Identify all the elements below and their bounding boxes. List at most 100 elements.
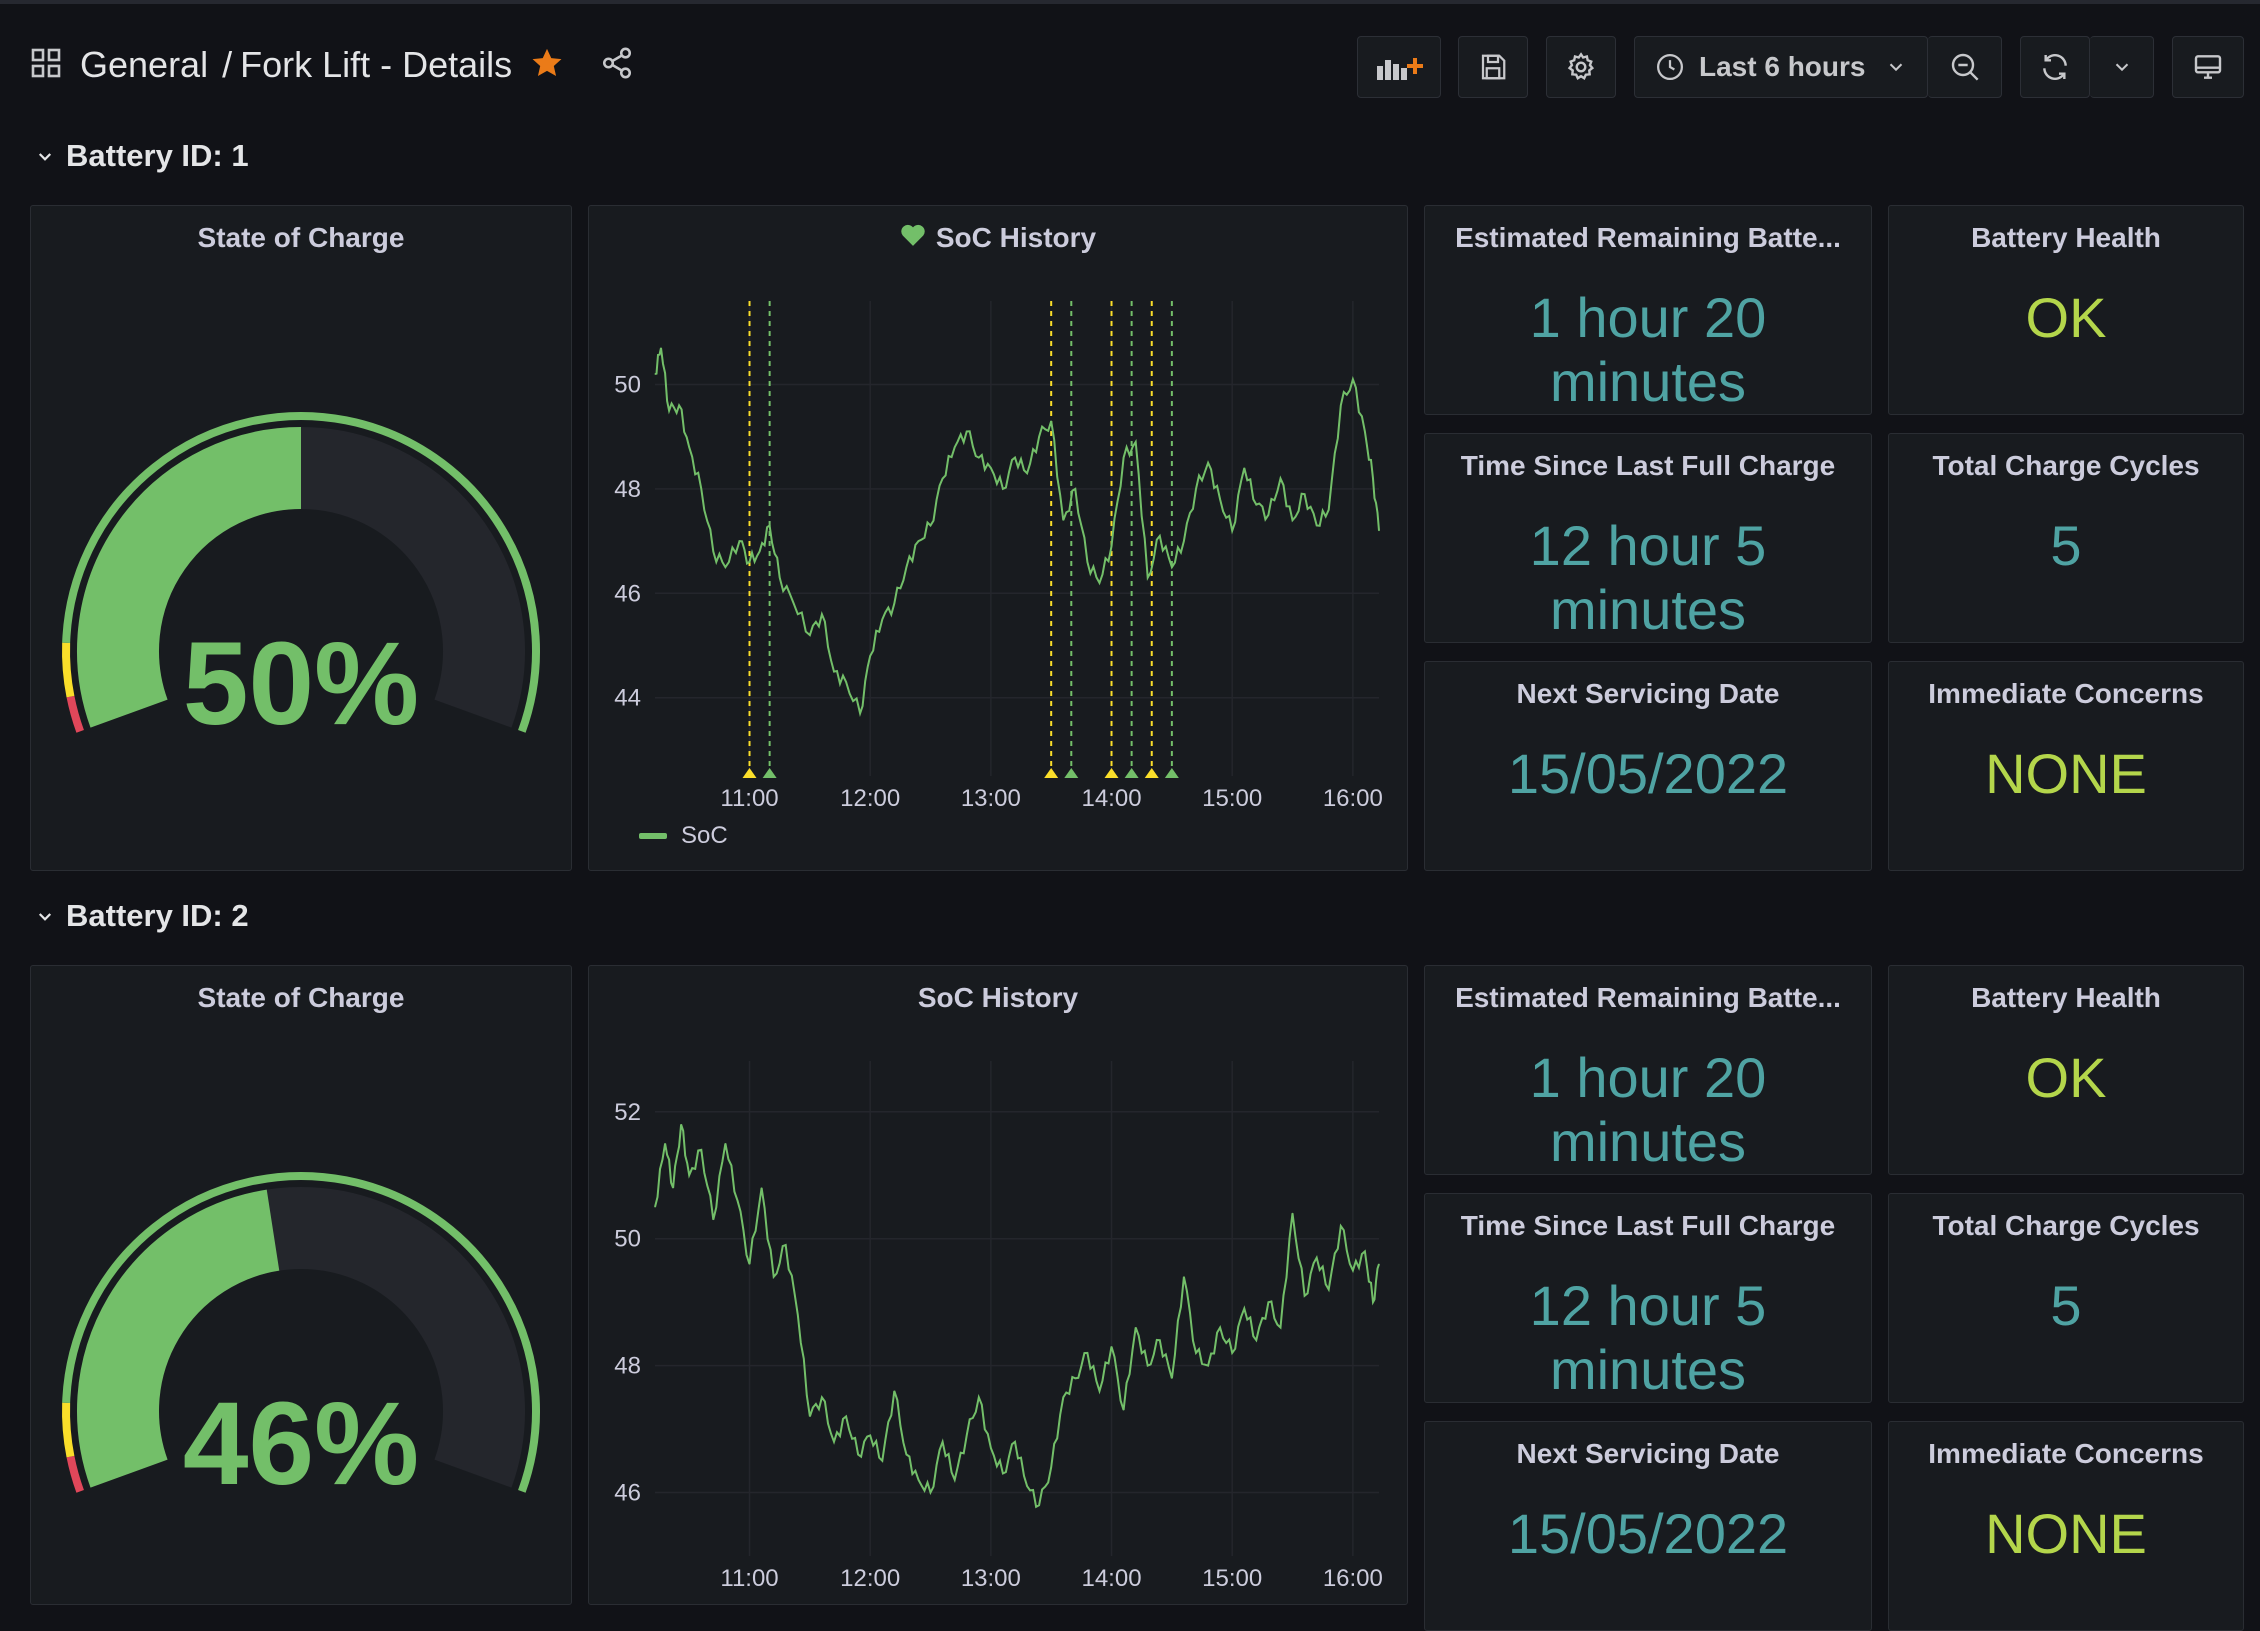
row-header-battery-2[interactable]: Battery ID: 2 bbox=[36, 898, 249, 934]
add-panel-button[interactable] bbox=[1357, 36, 1441, 98]
stat-line: minutes bbox=[1549, 578, 1747, 641]
share-icon[interactable] bbox=[600, 46, 634, 85]
annotation-marker bbox=[762, 768, 777, 778]
gauge-threshold-green bbox=[62, 1172, 540, 1493]
stat-immediate-concerns-2[interactable]: Immediate Concerns NONE bbox=[1888, 1421, 2244, 1631]
gauge-threshold-red bbox=[66, 695, 84, 733]
add-panel-icon bbox=[1375, 52, 1423, 82]
data-point bbox=[793, 603, 795, 605]
stat-line: minutes bbox=[1549, 1338, 1747, 1401]
stat-battery-health-1[interactable]: Battery Health OK bbox=[1888, 205, 2244, 415]
y-tick-label: 52 bbox=[614, 1099, 641, 1126]
x-tick-label: 16:00 bbox=[1323, 785, 1383, 812]
x-tick-label: 15:00 bbox=[1202, 1565, 1262, 1592]
x-tick-label: 15:00 bbox=[1202, 785, 1262, 812]
grid-icon[interactable] bbox=[30, 47, 62, 84]
soc-chart-svg: 44 46 48 50 11:00 12:00 13:00 14:00 15:00 16:00 bbox=[614, 301, 1383, 812]
zoom-out-icon bbox=[1949, 51, 1981, 83]
data-point bbox=[1171, 566, 1173, 568]
data-point bbox=[1328, 1288, 1330, 1290]
breadcrumb-folder[interactable]: General bbox=[80, 44, 209, 85]
data-point bbox=[1002, 488, 1004, 490]
data-point bbox=[1231, 1352, 1233, 1354]
data-point bbox=[1062, 519, 1064, 521]
data-point bbox=[845, 1415, 847, 1417]
tv-mode-button[interactable] bbox=[2172, 36, 2244, 98]
stat-line: minutes bbox=[1549, 1110, 1747, 1173]
panel-title: Estimated Remaining Batte... bbox=[1455, 982, 1841, 1013]
row-title: Battery ID: 2 bbox=[66, 898, 249, 933]
data-point bbox=[1231, 530, 1233, 532]
data-point bbox=[700, 1149, 702, 1151]
stat-value: 12 hour 5 minutes bbox=[1425, 514, 1871, 642]
panel-title: Immediate Concerns bbox=[1928, 678, 2204, 709]
data-point bbox=[905, 1453, 907, 1455]
panel-title: Total Charge Cycles bbox=[1932, 1210, 2200, 1241]
data-point bbox=[1038, 436, 1040, 438]
data-point bbox=[1086, 561, 1088, 563]
data-point bbox=[1098, 582, 1100, 584]
data-point bbox=[761, 1187, 763, 1189]
legend[interactable]: SoC bbox=[639, 822, 728, 850]
stat-time-since-charge-1[interactable]: Time Since Last Full Charge 12 hour 5 min… bbox=[1424, 433, 1872, 643]
stat-time-since-charge-2[interactable]: Time Since Last Full Charge 12 hour 5 min… bbox=[1424, 1193, 1872, 1403]
stat-next-servicing-1[interactable]: Next Servicing Date 15/05/2022 bbox=[1424, 661, 1872, 871]
data-point bbox=[1135, 441, 1137, 443]
save-button[interactable] bbox=[1458, 36, 1528, 98]
x-tick-label: 14:00 bbox=[1081, 785, 1141, 812]
data-point bbox=[821, 613, 823, 615]
x-tick-label: 13:00 bbox=[961, 1565, 1021, 1592]
data-point bbox=[833, 671, 835, 673]
data-point bbox=[1328, 509, 1330, 511]
data-point bbox=[1267, 514, 1269, 516]
refresh-button[interactable] bbox=[2020, 36, 2090, 98]
x-tick-label: 14:00 bbox=[1081, 1565, 1141, 1592]
page-title[interactable]: Fork Lift - Details bbox=[240, 44, 513, 85]
panel-title: SoC History bbox=[589, 222, 1407, 254]
data-point bbox=[672, 1187, 674, 1189]
data-point bbox=[749, 561, 751, 563]
stat-line: 1 hour 20 bbox=[1529, 286, 1767, 349]
stat-total-cycles-1[interactable]: Total Charge Cycles 5 bbox=[1888, 433, 2244, 643]
data-point bbox=[1183, 540, 1185, 542]
stat-battery-health-2[interactable]: Battery Health OK bbox=[1888, 965, 2244, 1175]
data-point bbox=[654, 1206, 656, 1208]
refresh-interval-dropdown[interactable] bbox=[2090, 36, 2154, 98]
heart-icon bbox=[900, 222, 926, 254]
data-point bbox=[893, 603, 895, 605]
zoom-out-button[interactable] bbox=[1928, 36, 2002, 98]
data-point bbox=[930, 1492, 932, 1494]
data-point bbox=[1219, 1327, 1221, 1329]
data-point bbox=[1364, 430, 1366, 432]
gauge-value: 46% bbox=[182, 1378, 420, 1510]
top-border bbox=[0, 0, 2260, 4]
stat-estimated-remaining-2[interactable]: Estimated Remaining Batte... 1 hour 20 mi… bbox=[1424, 965, 1872, 1175]
data-point bbox=[917, 540, 919, 542]
data-point bbox=[1255, 504, 1257, 506]
data-point bbox=[1159, 535, 1161, 537]
gauge-panel-2[interactable]: State of Charge 46% bbox=[30, 965, 572, 1605]
data-point bbox=[954, 1479, 956, 1481]
data-point bbox=[664, 1143, 666, 1144]
gauge-panel-1[interactable]: State of Charge 50% bbox=[30, 205, 572, 871]
row-header-battery-1[interactable]: Battery ID: 1 bbox=[36, 138, 249, 174]
stat-estimated-remaining-1[interactable]: Estimated Remaining Batte... 1 hour 20 mi… bbox=[1424, 205, 1872, 415]
stat-next-servicing-2[interactable]: Next Servicing Date 15/05/2022 bbox=[1424, 1421, 1872, 1631]
settings-button[interactable] bbox=[1546, 36, 1616, 98]
breadcrumb: General / Fork Lift - Details bbox=[30, 44, 634, 86]
soc-history-panel-1[interactable]: SoC History 44 46 48 50 11:00 12:00 13:00 14:00… bbox=[588, 205, 1408, 871]
data-point bbox=[881, 1460, 883, 1462]
star-icon[interactable] bbox=[530, 46, 564, 85]
data-point bbox=[660, 347, 662, 349]
data-point bbox=[809, 1415, 811, 1417]
data-point bbox=[905, 566, 907, 568]
stat-immediate-concerns-1[interactable]: Immediate Concerns NONE bbox=[1888, 661, 2244, 871]
data-point bbox=[712, 551, 714, 553]
stat-value: NONE bbox=[1985, 742, 2147, 805]
stat-total-cycles-2[interactable]: Total Charge Cycles 5 bbox=[1888, 1193, 2244, 1403]
time-range-picker[interactable]: Last 6 hours bbox=[1634, 36, 1928, 98]
soc-history-panel-2[interactable]: SoC History 46 48 50 52 11:00 12:00 13:00 14:00… bbox=[588, 965, 1408, 1605]
x-tick-label: 13:00 bbox=[961, 785, 1021, 812]
annotation-marker bbox=[1144, 768, 1159, 778]
data-point bbox=[1195, 1352, 1197, 1354]
